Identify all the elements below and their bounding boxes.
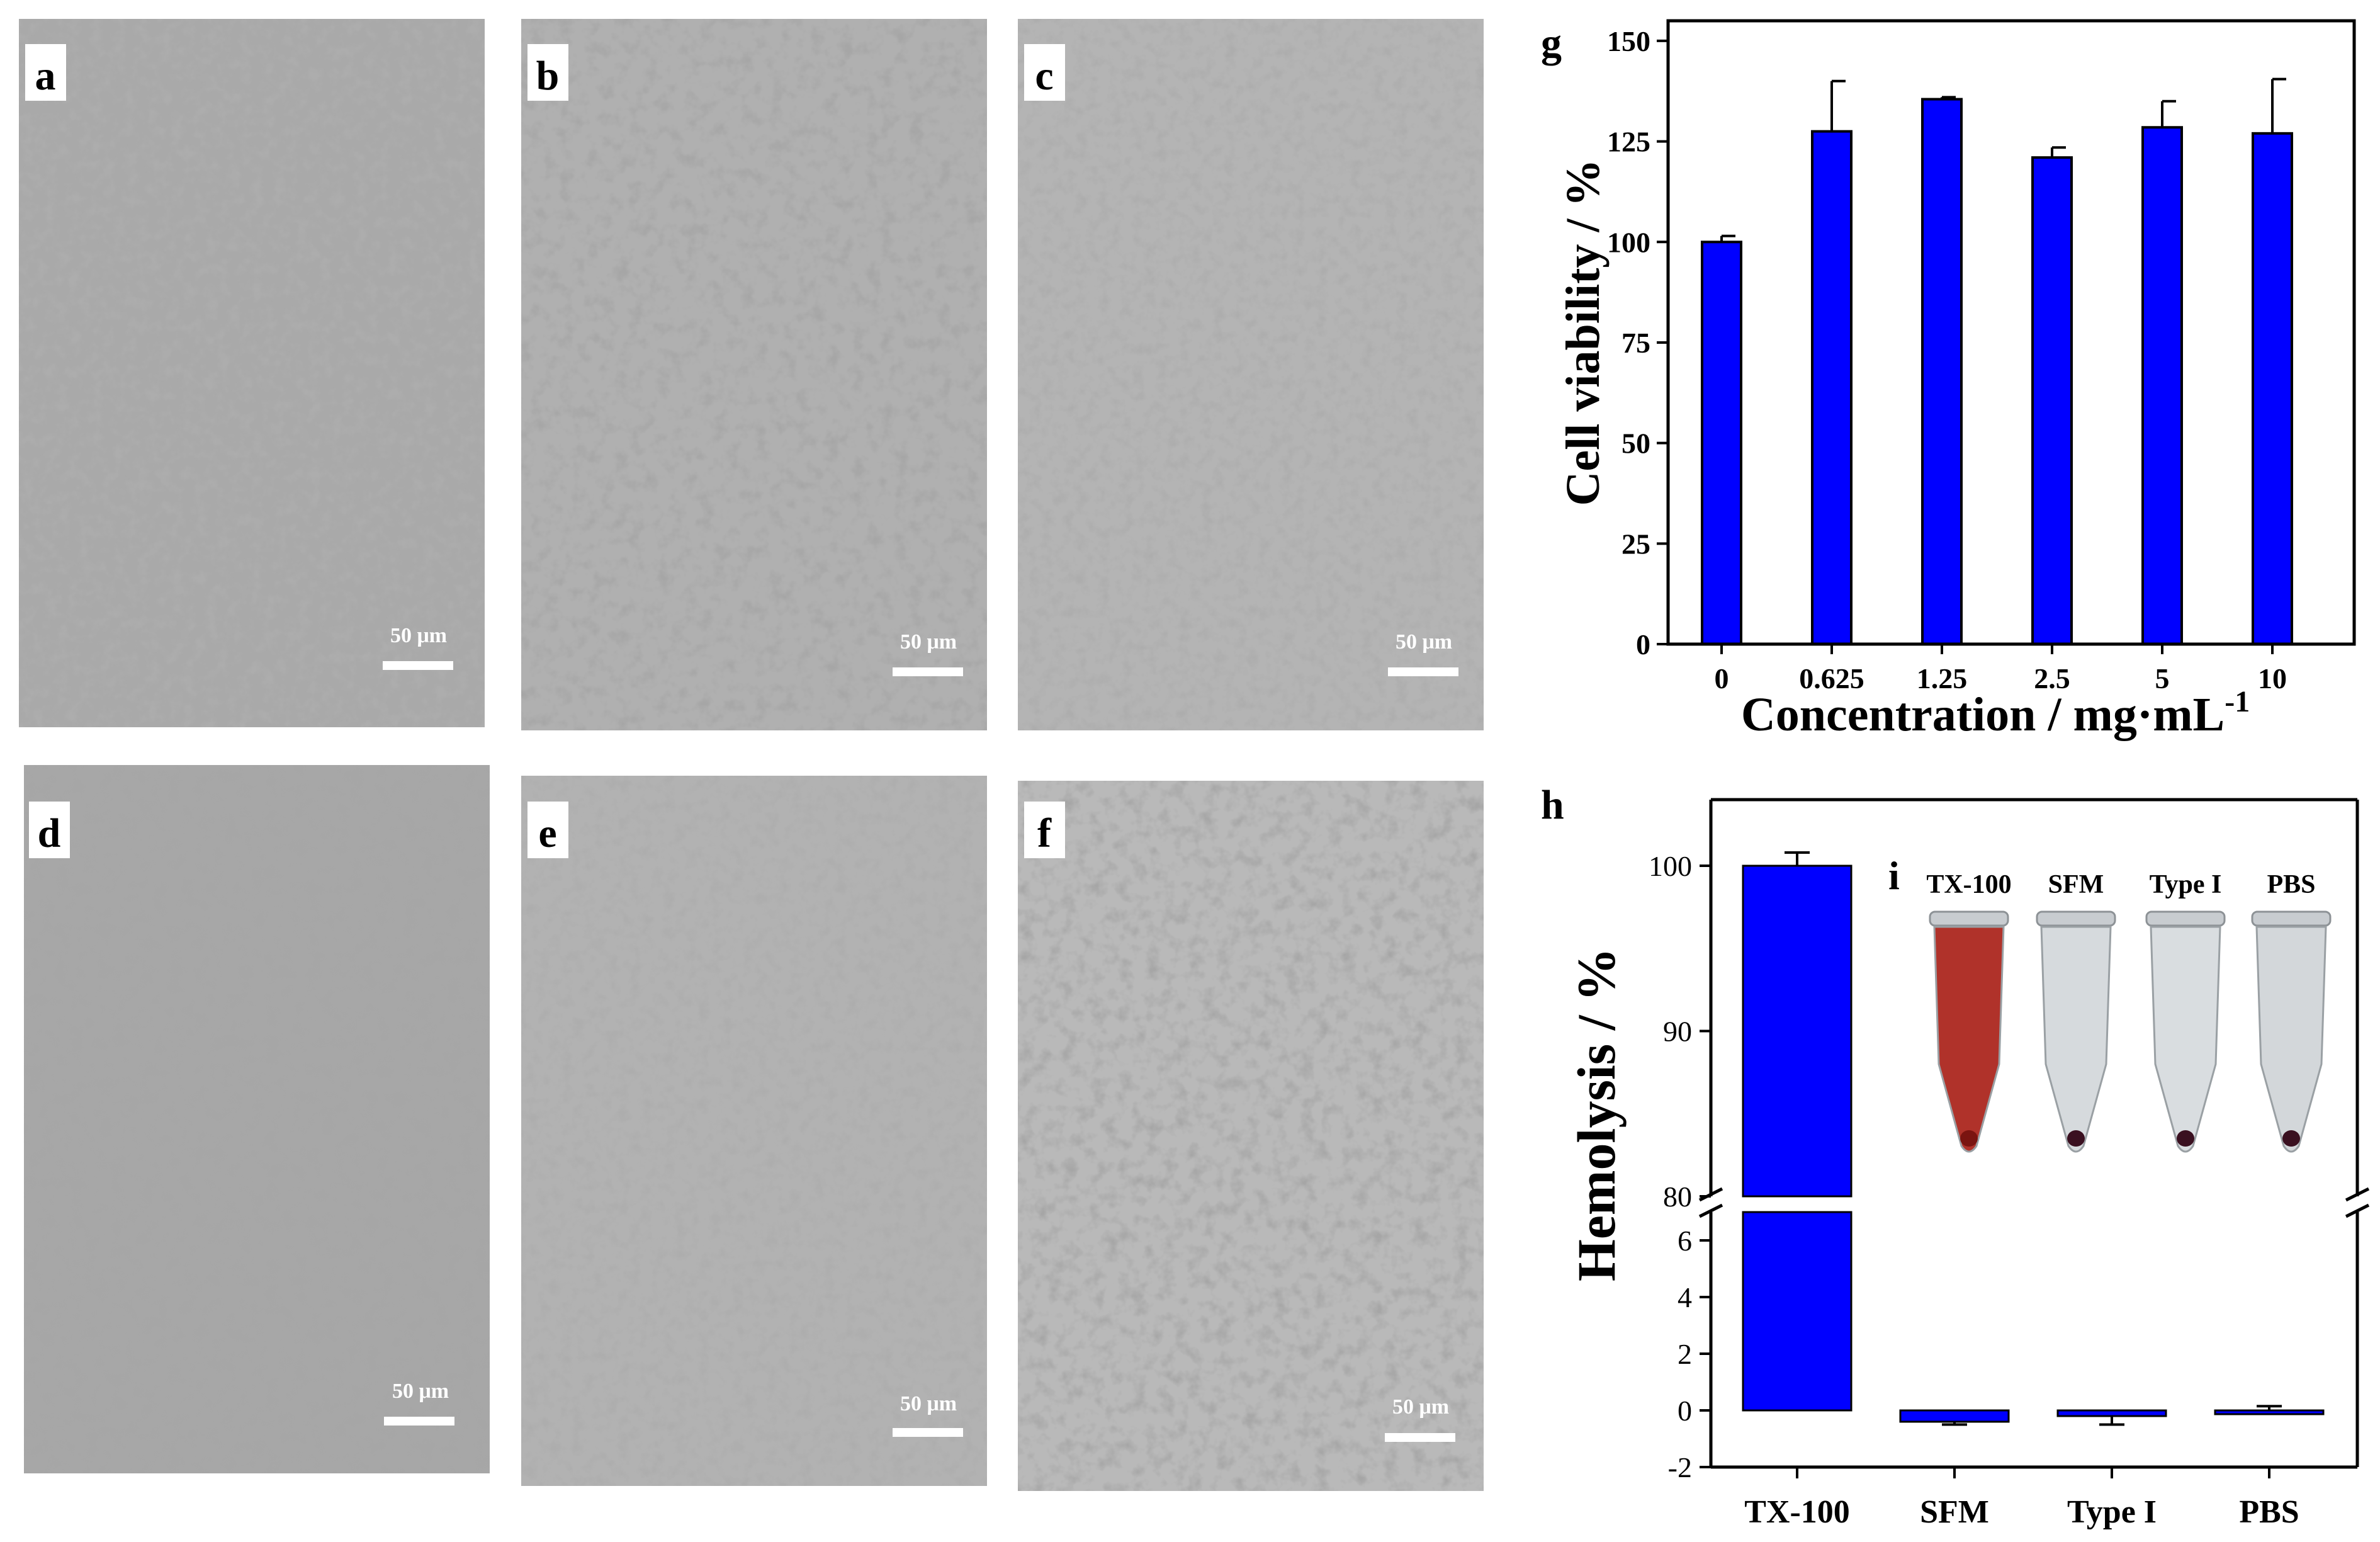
tube-pellet-0 — [1960, 1130, 1978, 1147]
scale-bar-label-f: 50 μm — [1392, 1395, 1449, 1419]
panel-letter-e: e — [538, 810, 556, 856]
scale-bar-b — [893, 667, 963, 676]
y-tick-label-g-3: 75 — [1621, 327, 1650, 359]
tube-pellet-3 — [2282, 1130, 2300, 1147]
y-tick-label-h-upper-1: 90 — [1663, 1016, 1692, 1048]
tube-cap-2 — [2145, 910, 2226, 927]
bar-h-2 — [2056, 1409, 2167, 1417]
bar-g-2 — [1921, 98, 1963, 645]
chart-g: g 0 25 50 75 100 125 150 0 0.625 1.25 2.5 5 10 Cell… — [1541, 19, 2356, 741]
tube-cap-1 — [2036, 910, 2116, 927]
y-tick-label-h-upper-0: 80 — [1663, 1181, 1692, 1213]
bar-h-0-lower — [1742, 1211, 1853, 1412]
bar-g-4 — [2141, 126, 2183, 646]
scale-bar-label-b: 50 μm — [900, 630, 957, 654]
tube-cap-0 — [1929, 910, 2009, 927]
micrograph-f: f 50 μm — [1018, 781, 1484, 1491]
tube-2 — [2150, 926, 2221, 1153]
bar-g-3 — [2031, 156, 2073, 645]
y-tick-label-h-lower-4: 6 — [1678, 1225, 1692, 1257]
bar-h-3 — [2214, 1409, 2325, 1415]
tube-photo-inset: i TX-100 SFM Type I PBS — [1888, 841, 2332, 1181]
panel-letter-g: g — [1541, 20, 1562, 66]
bar-h-1 — [1899, 1409, 2010, 1423]
plot-frame-g — [1666, 19, 2356, 646]
bar-g-5 — [2252, 132, 2293, 646]
scale-bar-label-a: 50 μm — [390, 624, 447, 647]
micrograph-e: e 50 μm — [521, 776, 987, 1486]
tube-3 — [2255, 926, 2327, 1153]
bar-g-0 — [1701, 241, 1742, 645]
axis-break-mark-left-2 — [1698, 1203, 1723, 1218]
micrograph-d: d 50 μm — [24, 765, 490, 1473]
panel-letter-f: f — [1037, 810, 1052, 856]
y-tick-label-h-upper-2: 100 — [1649, 850, 1692, 882]
x-tick-label-g-2: 1.25 — [1917, 662, 1968, 694]
axis-break-mark-right-1 — [2345, 1187, 2370, 1202]
micrograph-c: c 50 μm — [1018, 19, 1484, 730]
y-axis-label-g: Cell viability / % — [1557, 159, 1610, 506]
panel-letter-i: i — [1888, 853, 1900, 898]
y-tick-label-g-6: 150 — [1607, 25, 1650, 57]
x-axis-label-g: Concentration / mg·mL-1 — [1741, 685, 2250, 741]
x-tick-label-g-3: 2.5 — [2034, 662, 2070, 694]
panel-letter-d: d — [38, 810, 61, 856]
y-tick-label-g-2: 50 — [1621, 428, 1650, 460]
x-tick-label-h-1: SFM — [1920, 1494, 1989, 1530]
tube-cap-3 — [2251, 910, 2332, 927]
panel-letter-a: a — [35, 53, 56, 99]
bar-g-1 — [1811, 130, 1853, 646]
y-tick-label-h-lower-1: 0 — [1678, 1395, 1692, 1427]
scale-bar-label-e: 50 μm — [900, 1392, 957, 1415]
tube-label-3: PBS — [2267, 870, 2315, 899]
scale-bar-a — [383, 661, 453, 670]
scale-bar-label-d: 50 μm — [392, 1380, 449, 1403]
tube-pellet-1 — [2067, 1130, 2085, 1147]
scale-bar-d — [384, 1417, 454, 1426]
y-tick-label-h-lower-3: 4 — [1678, 1281, 1692, 1313]
tube-label-1: SFM — [2048, 870, 2104, 899]
y-tick-label-g-4: 100 — [1607, 226, 1650, 258]
y-tick-label-g-0: 0 — [1636, 628, 1650, 660]
panel-letter-h: h — [1541, 782, 1564, 828]
y-tick-label-h-lower-0: -2 — [1668, 1451, 1692, 1483]
scale-bar-f — [1385, 1433, 1455, 1442]
scale-bar-label-c: 50 μm — [1396, 630, 1452, 654]
chart-h: h i TX-100 SFM Type I PBS 80 90 100 -2 0 2 4 6 TX-… — [1541, 782, 2370, 1530]
y-tick-label-g-5: 125 — [1607, 126, 1650, 158]
x-tick-label-h-2: Type I — [2067, 1494, 2157, 1530]
tube-0 — [1933, 926, 2005, 1153]
scale-bar-e — [893, 1428, 963, 1437]
tube-1 — [2040, 926, 2112, 1153]
scale-bar-c — [1388, 667, 1458, 676]
axis-break-mark-left-1 — [1698, 1187, 1723, 1202]
x-tick-label-g-0: 0 — [1715, 662, 1729, 694]
x-tick-label-h-0: TX-100 — [1744, 1494, 1850, 1530]
micrograph-a: a 50 μm — [19, 19, 485, 727]
panel-letter-b: b — [536, 53, 560, 99]
y-axis-label-h: Hemolysis / % — [1566, 948, 1627, 1281]
x-tick-label-h-3: PBS — [2239, 1494, 2299, 1530]
x-axis-label-sup-g: -1 — [2225, 685, 2250, 718]
panel-letter-c: c — [1035, 53, 1053, 99]
tube-label-0: TX-100 — [1926, 870, 2011, 899]
micrograph-b: b 50 μm — [521, 19, 987, 730]
x-tick-label-g-5: 10 — [2258, 662, 2287, 694]
axis-break-mark-right-2 — [2345, 1203, 2370, 1218]
tube-label-2: Type I — [2150, 870, 2222, 899]
x-tick-label-g-4: 5 — [2155, 662, 2170, 694]
y-tick-label-g-1: 25 — [1621, 528, 1650, 560]
tube-pellet-2 — [2177, 1130, 2194, 1147]
bar-h-0 — [1742, 865, 1853, 1198]
y-tick-label-h-lower-2: 2 — [1678, 1338, 1692, 1370]
x-tick-label-g-1: 0.625 — [1799, 662, 1864, 694]
